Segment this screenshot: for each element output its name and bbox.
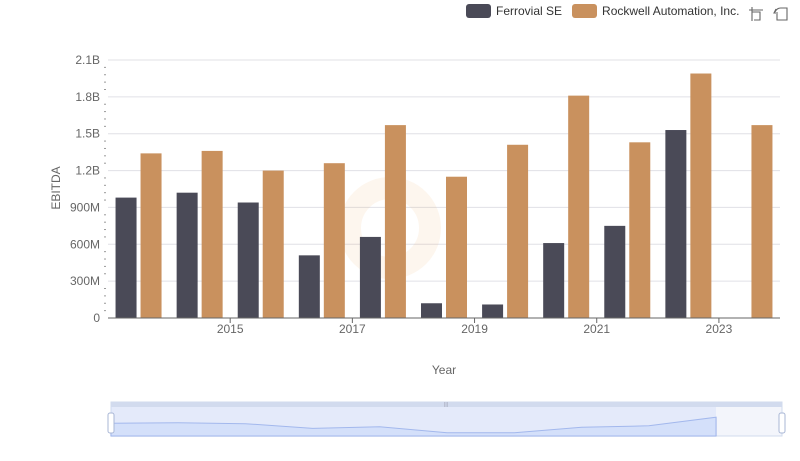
zoom-handle-right[interactable] <box>778 412 786 434</box>
bar-rockwell-2021[interactable] <box>568 95 590 318</box>
bar-ferrovial-2019[interactable] <box>421 303 442 318</box>
y-tick-label: 300M <box>70 274 100 288</box>
bar-ferrovial-2016[interactable] <box>237 202 259 318</box>
x-tick-label: 2015 <box>217 322 244 336</box>
bar-rockwell-2014[interactable] <box>140 153 162 318</box>
x-tick-label: 2023 <box>706 322 733 336</box>
zoom-preview-area <box>110 416 717 437</box>
bar-rockwell-2018[interactable] <box>384 125 406 318</box>
y-tick-label: 900M <box>70 200 100 214</box>
data-zoom-slider[interactable]: ||| <box>107 401 786 437</box>
zoom-handle-left[interactable] <box>107 412 115 434</box>
x-axis-ticks: 2015 2017 2019 2021 2023 <box>217 318 733 336</box>
y-axis-title: EBITDA <box>49 166 63 209</box>
zoom-window[interactable] <box>111 407 716 436</box>
bar-ferrovial-2023[interactable] <box>665 130 687 318</box>
x-tick-label: 2021 <box>583 322 610 336</box>
y-tick-label: 1.5B <box>75 127 100 141</box>
y-axis-ticks: 0 300M 600M 900M 1.2B 1.5B 1.8B 2.1B <box>70 53 106 325</box>
y-tick-label: 0 <box>93 311 100 325</box>
legend-swatch-ferrovial <box>466 4 491 18</box>
y-tick-label: 2.1B <box>75 53 100 67</box>
bar-rockwell-2019[interactable] <box>446 176 467 318</box>
y-tick-label: 1.8B <box>75 90 100 104</box>
legend: Ferrovial SE Rockwell Automation, Inc. <box>466 4 749 18</box>
bar-ferrovial-2014[interactable] <box>115 197 137 318</box>
legend-swatch-rockwell <box>572 4 598 18</box>
bar-ferrovial-2015[interactable] <box>176 192 198 318</box>
bar-rockwell-2024[interactable] <box>751 125 773 318</box>
x-axis-title: Year <box>432 363 456 377</box>
bars <box>115 73 773 318</box>
legend-label-rockwell: Rockwell Automation, Inc. <box>602 4 740 18</box>
restore-icon[interactable] <box>773 6 789 22</box>
bar-ferrovial-2021[interactable] <box>543 243 565 318</box>
zoom-select-icon[interactable] <box>748 6 764 22</box>
x-tick-label: 2019 <box>461 322 488 336</box>
legend-label-ferrovial: Ferrovial SE <box>496 4 563 18</box>
bar-ferrovial-2018[interactable] <box>359 236 381 318</box>
bar-rockwell-2022[interactable] <box>629 142 651 318</box>
bar-rockwell-2020[interactable] <box>507 144 529 318</box>
x-tick-label: 2017 <box>339 322 366 336</box>
bar-rockwell-2023[interactable] <box>690 73 712 318</box>
bar-rockwell-2017[interactable] <box>323 163 345 318</box>
bar-ferrovial-2017[interactable] <box>298 255 320 318</box>
y-tick-label: 1.2B <box>75 164 100 178</box>
legend-item-ferrovial[interactable]: Ferrovial SE <box>466 4 562 18</box>
zoom-top-bar[interactable] <box>111 402 782 407</box>
zoom-grip-icon[interactable]: ||| <box>444 402 448 408</box>
bar-ferrovial-2020[interactable] <box>482 304 504 318</box>
y-tick-label: 600M <box>70 237 100 251</box>
bar-rockwell-2016[interactable] <box>262 170 284 318</box>
bar-ferrovial-2022[interactable] <box>604 225 626 318</box>
bar-rockwell-2015[interactable] <box>201 150 223 318</box>
legend-item-rockwell[interactable]: Rockwell Automation, Inc. <box>572 4 739 18</box>
